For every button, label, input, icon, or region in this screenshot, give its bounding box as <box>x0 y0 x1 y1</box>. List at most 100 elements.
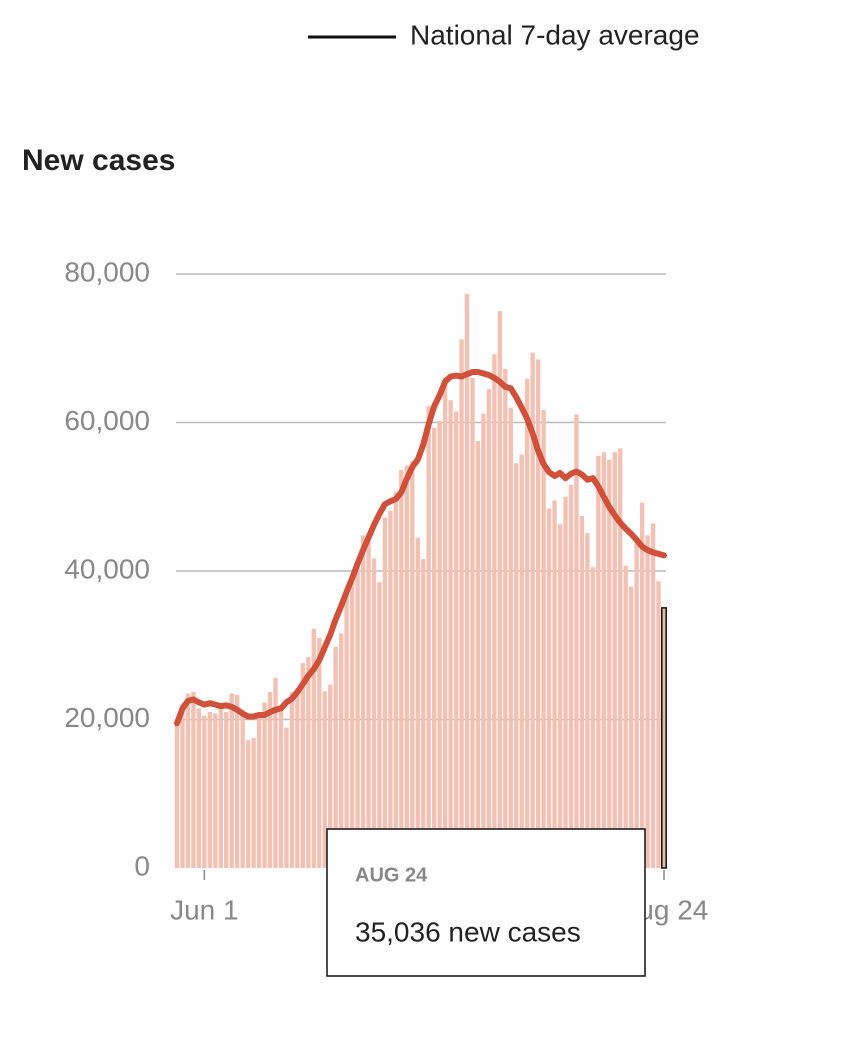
bar <box>311 628 316 868</box>
bar <box>289 692 295 868</box>
bar <box>317 637 322 868</box>
bar <box>639 502 645 868</box>
bar <box>437 421 442 868</box>
bar <box>382 517 388 868</box>
legend-label: National 7-day average <box>410 19 700 50</box>
bar <box>453 411 459 868</box>
bar <box>590 567 596 868</box>
bar <box>525 378 530 868</box>
bar <box>262 702 267 868</box>
x-tick-label: Jun 1 <box>170 894 239 925</box>
bar <box>585 533 590 868</box>
bar <box>240 712 245 868</box>
bar <box>300 663 306 868</box>
bar <box>338 633 344 868</box>
bar <box>481 413 486 868</box>
bar <box>399 470 404 868</box>
bar <box>207 712 213 868</box>
tooltip-date: AUG 24 <box>355 864 428 886</box>
bar <box>514 463 519 868</box>
bar <box>377 582 382 868</box>
bar <box>251 738 256 868</box>
bar <box>180 704 185 868</box>
bar <box>229 693 234 868</box>
bar <box>328 684 333 868</box>
bar <box>568 484 574 868</box>
bar <box>355 567 360 868</box>
bar <box>650 523 656 868</box>
bar <box>574 414 579 868</box>
tooltip-box <box>326 828 646 977</box>
bar <box>612 452 617 868</box>
bar <box>508 407 513 868</box>
bar <box>295 688 300 868</box>
bar <box>530 352 535 869</box>
bar <box>442 377 448 868</box>
bar <box>596 455 601 868</box>
bar <box>431 427 437 868</box>
bar <box>388 510 393 868</box>
bar <box>541 409 546 868</box>
bar <box>185 693 191 868</box>
y-tick-label: 60,000 <box>64 405 150 436</box>
bar <box>497 311 503 868</box>
y-tick-label: 20,000 <box>64 702 150 733</box>
bar <box>464 294 470 868</box>
bar <box>371 558 377 868</box>
bar <box>218 704 223 868</box>
bar <box>607 459 612 868</box>
bar <box>278 707 284 868</box>
bar <box>245 740 251 868</box>
bar <box>333 646 338 868</box>
bar <box>256 712 262 868</box>
bar <box>360 535 366 868</box>
bar <box>618 448 623 868</box>
bar <box>552 500 557 868</box>
bar <box>645 535 650 868</box>
bar <box>191 692 196 868</box>
bar <box>366 539 371 868</box>
bar <box>628 586 634 868</box>
bar <box>202 715 207 868</box>
bar <box>661 607 667 869</box>
bar <box>486 389 492 868</box>
bar <box>563 496 568 868</box>
bar <box>634 537 639 868</box>
bar <box>557 524 563 868</box>
bar <box>519 454 524 868</box>
y-tick-label: 80,000 <box>64 256 150 287</box>
bar <box>535 359 541 868</box>
bar <box>656 581 661 868</box>
bar <box>459 339 464 869</box>
y-tick-label: 40,000 <box>64 553 150 584</box>
bar <box>393 492 399 868</box>
bar <box>623 565 628 868</box>
bar <box>470 377 475 868</box>
bar <box>448 400 453 868</box>
bar <box>322 691 327 868</box>
bar <box>579 516 585 868</box>
average-line <box>174 369 667 727</box>
bar <box>224 712 229 868</box>
tooltip-text: 35,036 new cases <box>355 916 581 947</box>
bar <box>410 461 415 868</box>
chart-title: New cases <box>22 144 175 177</box>
bar <box>492 354 497 868</box>
bar <box>213 713 218 868</box>
bar <box>306 657 311 868</box>
y-tick-label: 0 <box>134 850 150 881</box>
bar <box>503 369 508 868</box>
bar <box>284 727 289 868</box>
bar <box>426 406 431 868</box>
bar <box>421 559 426 868</box>
bar <box>601 452 607 868</box>
bar <box>267 692 273 868</box>
bar <box>234 694 240 868</box>
bar <box>546 508 552 868</box>
bar <box>415 537 420 868</box>
bar <box>196 708 202 868</box>
bar <box>404 465 410 868</box>
bar <box>344 590 349 868</box>
bar <box>349 576 355 868</box>
